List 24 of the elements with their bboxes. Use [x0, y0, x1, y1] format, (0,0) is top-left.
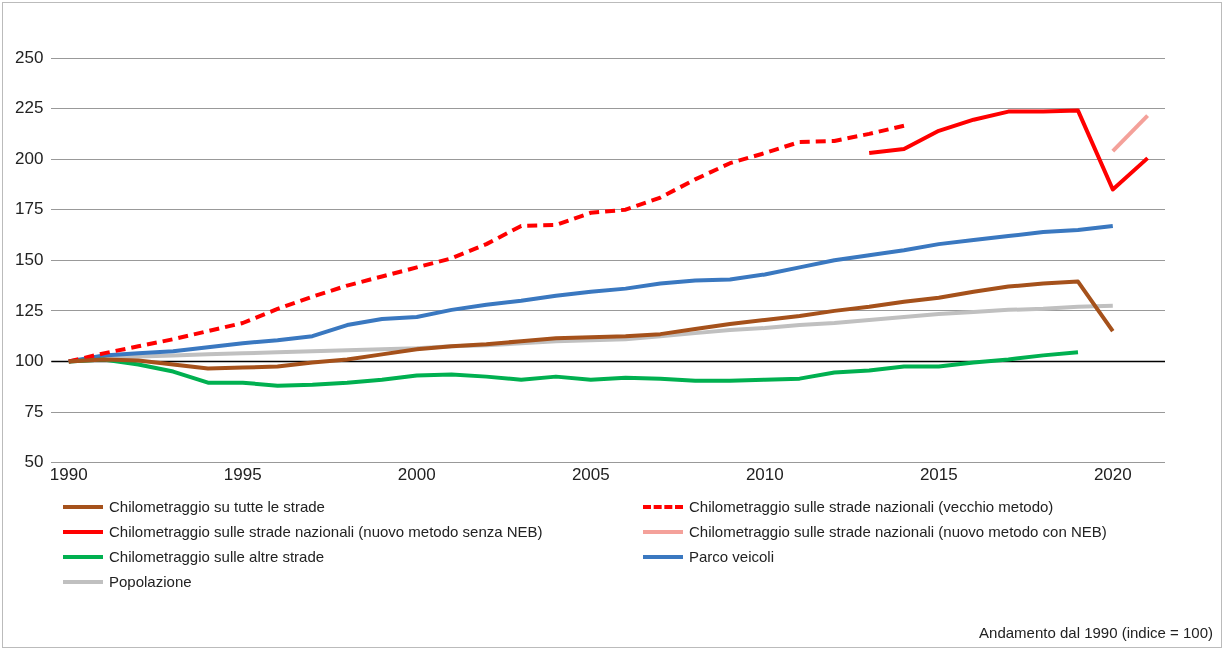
x-tick-label: 2015	[919, 465, 958, 485]
x-tick-label: 2020	[1093, 465, 1132, 485]
x-tick-label: 1995	[223, 465, 262, 485]
legend-label: Chilometraggio sulle strade nazionali (nuovo metodo senza NEB)	[109, 523, 543, 540]
y-tick-label: 50	[24, 452, 44, 472]
legend-label: Chilometraggio sulle strade nazionali (vecchio metodo)	[689, 498, 1054, 515]
y-tick-label: 250	[14, 47, 44, 67]
legend-label: Chilometraggio sulle altre strade	[109, 548, 325, 565]
y-tick-label: 175	[14, 199, 44, 219]
legend-label: Popolazione	[109, 573, 192, 590]
y-tick-label: 150	[14, 249, 44, 269]
text: Andamento dal 1990 (indice = 100)	[979, 624, 1213, 641]
y-tick-label: 125	[14, 300, 44, 320]
x-tick-label: 2005	[571, 465, 610, 485]
y-tick-label: 75	[24, 401, 44, 421]
legend-label: Parco veicoli	[689, 548, 775, 565]
y-tick-label: 225	[14, 98, 44, 118]
x-tick-label: 2010	[745, 465, 784, 485]
y-tick-label: 200	[14, 148, 44, 168]
y-tick-label: 100	[14, 351, 44, 371]
legend-label: Chilometraggio sulle strade nazionali (nuovo metodo con NEB)	[689, 523, 1107, 540]
x-tick-label: 2000	[397, 465, 436, 485]
legend-label: Chilometraggio su tutte le strade	[109, 498, 325, 515]
x-tick-label: 1990	[49, 465, 88, 485]
